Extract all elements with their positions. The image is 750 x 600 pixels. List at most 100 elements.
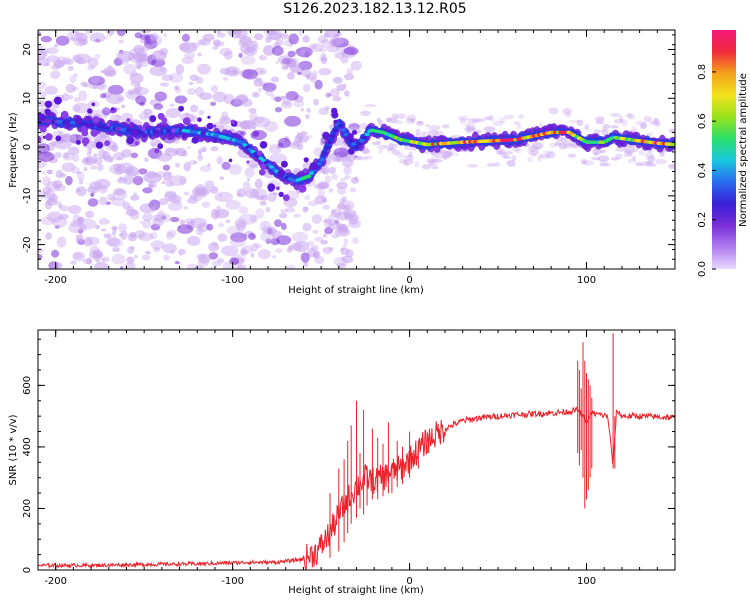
noise-blob — [325, 92, 331, 98]
ridge-core — [322, 152, 328, 156]
noise-blob — [89, 32, 106, 43]
noise-blob — [162, 164, 171, 171]
noise-blob — [134, 254, 138, 259]
y-tick-label: 0 — [22, 567, 33, 573]
noise-blob — [272, 191, 276, 196]
ridge-core — [361, 135, 368, 140]
noise-blob — [116, 30, 126, 37]
noise-blob — [404, 159, 414, 165]
noise-blob — [221, 161, 231, 170]
noise-blob — [184, 112, 190, 117]
noise-blob — [53, 152, 62, 159]
noise-blob — [323, 33, 330, 38]
noise-blob — [314, 255, 325, 264]
noise-blob — [55, 35, 70, 46]
noise-blob — [108, 145, 113, 149]
noise-blob — [136, 65, 141, 70]
noise-blob — [186, 235, 201, 246]
noise-blob — [230, 232, 248, 243]
y-tick-label: -20 — [22, 236, 33, 252]
ridge-blob — [91, 102, 96, 107]
ridge-blob — [85, 122, 92, 129]
noise-blob — [112, 189, 128, 201]
noise-blob — [357, 157, 368, 161]
noise-blob — [610, 112, 621, 118]
noise-blob — [286, 247, 293, 253]
noise-blob — [259, 69, 264, 74]
ridge-blob — [140, 126, 146, 132]
noise-blob — [72, 251, 86, 262]
noise-blob — [132, 175, 144, 186]
noise-blob — [194, 184, 206, 195]
noise-blob — [87, 198, 99, 207]
noise-blob — [173, 148, 181, 155]
noise-blob — [163, 254, 170, 261]
noise-blob — [125, 208, 138, 217]
noise-blob — [224, 50, 233, 60]
noise-blob — [250, 242, 259, 252]
noise-blob — [150, 232, 158, 240]
ridge-blob — [200, 130, 206, 136]
noise-blob — [334, 52, 345, 59]
ridge-blob — [106, 122, 111, 127]
noise-blob — [118, 223, 128, 233]
noise-blob — [625, 113, 634, 118]
noise-blob — [310, 245, 319, 251]
noise-blob — [492, 120, 504, 127]
noise-blob — [112, 226, 118, 233]
ridge-core — [330, 134, 336, 139]
noise-blob — [46, 55, 60, 63]
noise-blob — [118, 39, 124, 44]
noise-blob — [72, 102, 91, 114]
noise-blob — [179, 219, 186, 225]
x-tick-label: -200 — [44, 576, 67, 587]
ridge-blob — [44, 108, 51, 116]
noise-blob — [464, 123, 471, 130]
noise-blob — [94, 53, 101, 59]
noise-blob — [71, 36, 76, 41]
ridge-blob — [81, 137, 90, 145]
noise-blob — [318, 181, 330, 190]
noise-blob — [272, 45, 284, 56]
noise-blob — [181, 33, 190, 42]
noise-blob — [73, 97, 81, 103]
noise-blob — [257, 249, 271, 260]
noise-blob — [187, 146, 191, 150]
noise-blob — [38, 151, 55, 162]
noise-blob — [475, 118, 486, 123]
noise-blob — [210, 146, 219, 152]
x-tick-label: -200 — [44, 275, 67, 286]
ridge-blob — [55, 135, 62, 142]
noise-blob — [263, 121, 279, 132]
noise-blob — [46, 211, 63, 223]
noise-blob — [300, 108, 305, 112]
noise-blob — [100, 93, 107, 99]
noise-blob — [560, 136, 567, 144]
noise-blob — [135, 95, 147, 105]
noise-blob — [349, 187, 356, 193]
noise-blob — [225, 199, 241, 210]
noise-blob — [89, 250, 104, 259]
noise-blob — [590, 157, 601, 161]
noise-blob — [72, 73, 79, 77]
noise-blob — [186, 263, 197, 269]
noise-blob — [254, 191, 259, 197]
noise-blob — [497, 148, 506, 156]
ridge-blob — [258, 169, 266, 176]
noise-blob — [337, 224, 349, 233]
noise-blob — [225, 219, 231, 224]
noise-blob — [102, 151, 111, 161]
ridge-core — [338, 123, 344, 128]
noise-blob — [38, 49, 47, 60]
noise-blob — [187, 221, 195, 226]
noise-blob — [332, 76, 343, 84]
noise-blob — [65, 175, 73, 186]
noise-blob — [165, 147, 174, 153]
noise-blob — [216, 205, 222, 210]
ridge-blob — [191, 136, 199, 144]
colorbar-label: Normalized spectral amplitude — [738, 73, 749, 227]
noise-blob — [297, 72, 302, 75]
noise-blob — [243, 46, 257, 57]
noise-blob — [98, 196, 108, 206]
noise-blob — [317, 35, 328, 44]
